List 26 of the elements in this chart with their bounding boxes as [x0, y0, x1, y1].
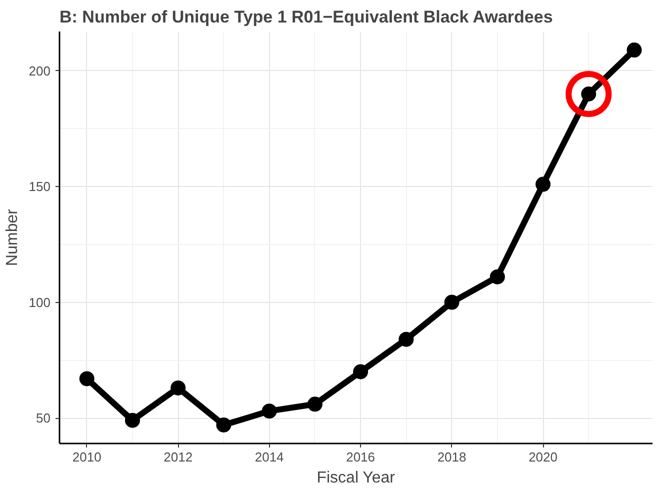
x-tick-label: 2018	[437, 450, 466, 464]
point	[626, 42, 642, 58]
point	[353, 364, 368, 380]
x-axis-title: Fiscal Year	[316, 470, 396, 486]
x-tick-label: 2016	[346, 450, 376, 464]
point	[444, 294, 460, 310]
point	[79, 371, 94, 386]
y-tick-label: 200	[28, 63, 51, 78]
point	[566, 71, 612, 117]
point	[536, 176, 551, 192]
point	[262, 404, 277, 419]
point	[124, 412, 140, 428]
y-tick-label: 100	[28, 294, 51, 310]
point	[490, 269, 505, 284]
x-tick-label: 2012	[164, 450, 193, 464]
x-tick-label: 2014	[254, 450, 284, 464]
x-tick-label: 2020	[528, 450, 558, 464]
y-tick-label: 50	[36, 410, 51, 426]
chart-title: B: Number of Unique Type 1 R01−Equivalent Black Awardees	[60, 8, 553, 26]
point	[398, 332, 414, 347]
x-tick-label: 2010	[72, 450, 102, 464]
y-axis-title: Number	[4, 208, 21, 266]
y-tick-label: 150	[28, 179, 51, 194]
point	[216, 417, 232, 432]
point	[307, 396, 322, 412]
point	[170, 380, 186, 396]
